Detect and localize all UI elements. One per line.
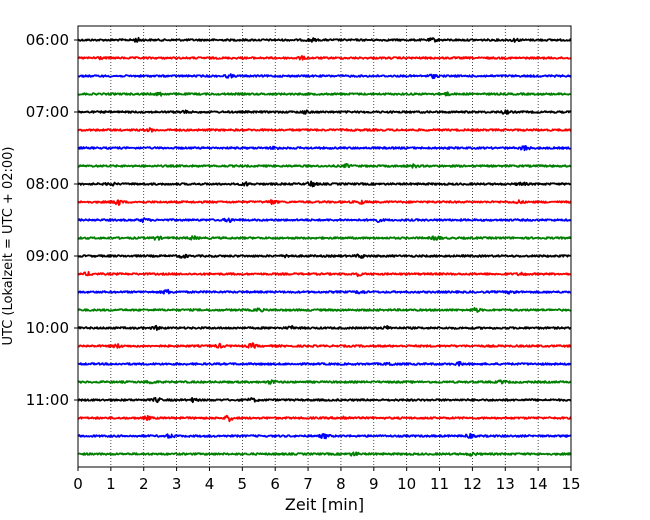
trace-0800	[77, 180, 572, 188]
trace-1030	[77, 360, 572, 367]
x-tick-label: 8	[336, 475, 346, 493]
x-tick-label: 2	[139, 475, 149, 493]
trace-1015	[77, 342, 572, 349]
y-axis-label: UTC (Lokalzeit = UTC + 02:00)	[1, 147, 16, 346]
trace-1100	[77, 396, 572, 404]
y-tick-label: 09:00	[26, 247, 69, 265]
plot-frame	[77, 25, 572, 468]
trace-0600	[77, 36, 572, 43]
x-tick-label: 12	[463, 475, 482, 493]
trace-1115	[77, 414, 572, 423]
y-tick-label: 06:00	[26, 31, 69, 49]
trace-0615	[77, 55, 572, 61]
y-tick-label: 08:00	[26, 175, 69, 193]
trace-0630	[77, 73, 572, 80]
trace-0815	[77, 199, 572, 206]
trace-0915	[77, 270, 572, 278]
trace-0730	[77, 145, 572, 152]
trace-0930	[77, 288, 572, 295]
y-tick-label: 11:00	[26, 391, 69, 409]
x-tick-label: 14	[529, 475, 548, 493]
trace-1145	[77, 451, 572, 457]
trace-0745	[77, 163, 572, 169]
x-tick-label: 10	[397, 475, 416, 493]
x-tick-label: 4	[205, 475, 215, 493]
y-tick-label: 07:00	[26, 103, 69, 121]
trace-0945	[77, 306, 572, 313]
trace-0830	[77, 217, 572, 224]
trace-0845	[77, 235, 572, 241]
x-axis: 0 1 2 3 4 5 6 7 8 9 10 11 12 13 14 15	[73, 467, 581, 493]
y-tick-label: 10:00	[26, 319, 69, 337]
traces	[77, 36, 572, 457]
x-tick-label: 3	[172, 475, 182, 493]
x-tick-label: 1	[106, 475, 116, 493]
x-tick-label: 7	[303, 475, 313, 493]
trace-0700	[77, 109, 572, 115]
x-tick-label: 15	[561, 475, 580, 493]
trace-0645	[77, 91, 572, 97]
trace-1000	[77, 324, 572, 331]
x-tick-label: 6	[270, 475, 280, 493]
x-tick-label: 13	[496, 475, 515, 493]
y-axis: 06:00 07:00 08:00 09:00 10:00 11:00	[26, 31, 78, 409]
x-tick-label: 0	[73, 475, 83, 493]
plot-background	[78, 26, 571, 467]
x-tick-label: 11	[430, 475, 449, 493]
trace-1130	[77, 432, 572, 440]
trace-1045	[77, 379, 572, 385]
x-axis-label: Zeit [min]	[285, 495, 364, 514]
x-tick-label: 5	[238, 475, 248, 493]
trace-0900	[77, 253, 572, 259]
x-tick-label: 9	[369, 475, 379, 493]
trace-0715	[77, 127, 572, 133]
